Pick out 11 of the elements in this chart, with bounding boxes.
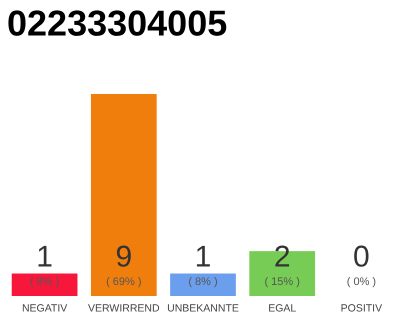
data-label: 2 ( 15% ): [264, 240, 300, 288]
x-tick-label: UNBEKANNTE: [167, 302, 239, 314]
chart-title: 02233304005: [7, 2, 228, 44]
data-label: 1 ( 8% ): [30, 240, 60, 288]
x-tick-label: POSITIV: [340, 302, 382, 314]
x-tick-label: VERWIRREND: [88, 302, 160, 314]
data-label: 1 ( 8% ): [188, 240, 218, 288]
x-tick-label: NEGATIV: [22, 302, 68, 314]
data-label: 0 ( 0% ): [346, 240, 376, 288]
x-tick-label: EGAL: [268, 302, 296, 314]
data-label: 9 ( 69% ): [106, 240, 142, 288]
